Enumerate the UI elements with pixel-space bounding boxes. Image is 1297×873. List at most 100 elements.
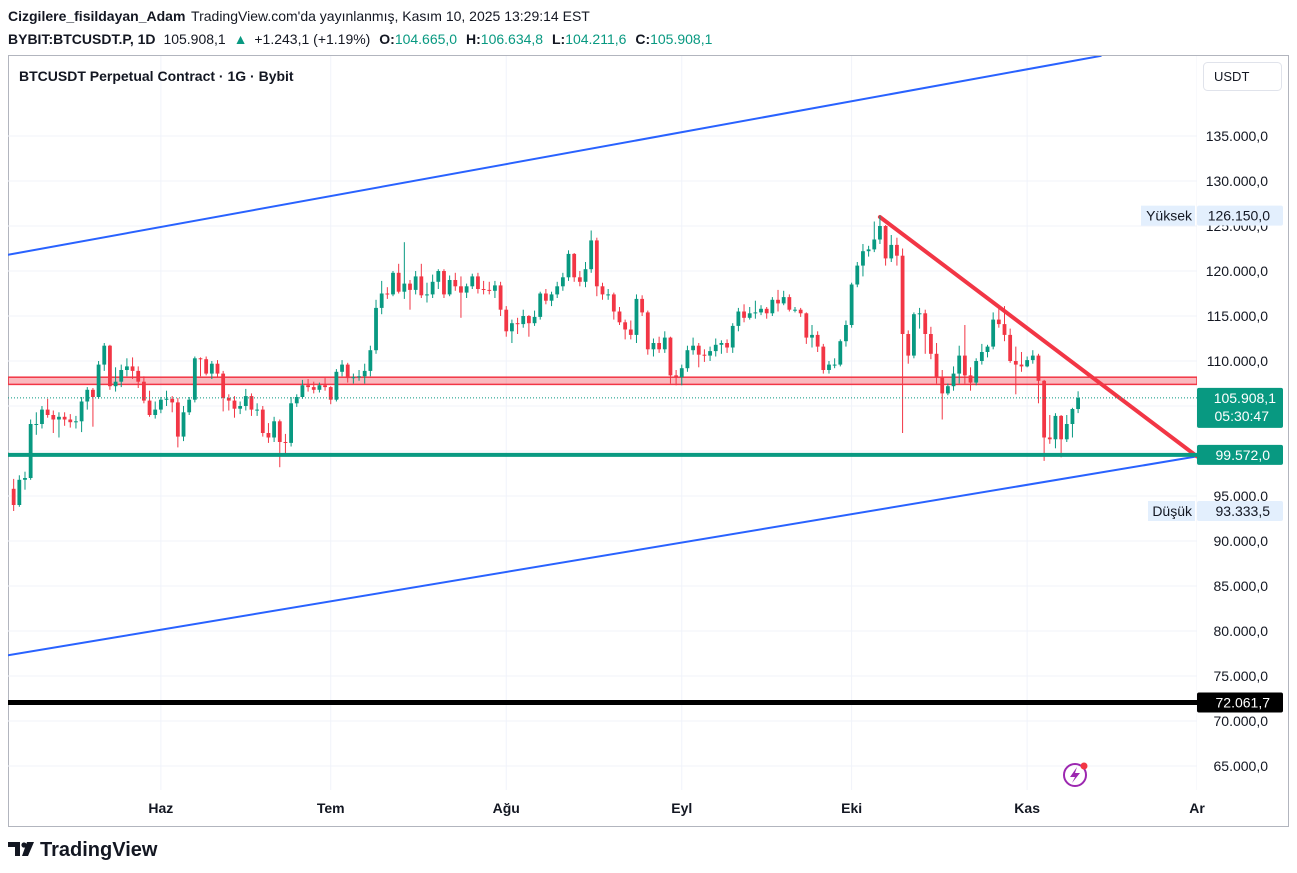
candle-body [136, 370, 141, 382]
candle-body [311, 387, 316, 390]
candle-body [436, 270, 441, 282]
candle-body [1076, 397, 1080, 410]
header-line-2: BYBIT:BTCUSDT.P, 1D 105.908,1 ▲ +1.243,1… [8, 31, 713, 47]
candle-body [130, 366, 135, 371]
x-tick-label: Tem [317, 800, 345, 816]
candle-body [74, 421, 78, 423]
candle-body [696, 345, 701, 355]
price-band [8, 376, 1197, 386]
candle-body [962, 355, 967, 376]
candle-body [317, 385, 322, 390]
candle-body [379, 293, 384, 308]
candle-body [147, 400, 152, 415]
candle-body [385, 293, 390, 295]
candle-body [1002, 324, 1007, 335]
candle-body [277, 421, 282, 442]
candle-body [510, 323, 514, 332]
y-tick-label: 115.000,0 [1207, 308, 1268, 324]
candle-body [674, 375, 679, 378]
candle-body [832, 364, 837, 366]
y-tick-label: 120.000,0 [1206, 263, 1268, 279]
x-tick-label: Eki [841, 800, 862, 816]
candle-body [679, 368, 684, 378]
candle-body [934, 353, 939, 378]
candle-body [1064, 423, 1069, 440]
y-tick-label: 90.000,0 [1214, 533, 1269, 549]
candle-body [945, 386, 950, 394]
candle-body [328, 387, 333, 400]
candle-body [175, 402, 180, 437]
candle-body [526, 315, 531, 324]
candle-body [583, 269, 588, 282]
candle-body [504, 309, 509, 332]
candle-body [91, 389, 95, 397]
candle-body [991, 319, 996, 347]
candle-body [538, 293, 543, 317]
candle-body [408, 283, 412, 290]
candle-body [357, 376, 361, 378]
ohlc-value: 104.211,6 [565, 31, 626, 47]
candle-body [1042, 380, 1047, 438]
candle-body [391, 272, 395, 295]
candle-body [300, 385, 305, 397]
candle-body [62, 416, 67, 420]
candle-body [493, 285, 497, 291]
candle-body [187, 399, 192, 413]
currency[interactable]: USDT [1214, 69, 1249, 84]
candle-body [628, 329, 633, 335]
currency-button[interactable] [1203, 62, 1282, 91]
candle-body [719, 342, 724, 345]
candle-body [532, 316, 537, 324]
candle-body [79, 401, 84, 422]
ohlc-value: 105.908,1 [650, 31, 712, 47]
last-price-label: 105.908,1 [1214, 390, 1276, 406]
candle-body [447, 279, 452, 295]
candle-body [368, 350, 373, 371]
candle-body [685, 350, 690, 369]
candle-body [306, 385, 310, 388]
candle-body [459, 286, 463, 293]
candle-body [68, 419, 73, 423]
alert-icon [1063, 762, 1088, 787]
high-name: Yüksek [1146, 208, 1193, 224]
candle-body [198, 358, 203, 360]
published: TradingView.com'da yayınlanmış, Kasım 10… [191, 8, 590, 24]
candle-body [232, 400, 237, 409]
candle-body [555, 286, 560, 295]
y-tick-label: 70.000,0 [1214, 713, 1269, 729]
header-line-1: Cizgilere_fisildayan_Adam TradingView.co… [8, 8, 590, 24]
candle-body [764, 308, 769, 314]
candle-body [1025, 360, 1030, 367]
candle-body [476, 276, 480, 289]
candle-body [951, 373, 956, 387]
low-name: Düşük [1152, 503, 1193, 519]
candle-body [572, 253, 577, 278]
candle-body [453, 279, 458, 287]
candle-body [164, 398, 169, 400]
candle-body [878, 226, 882, 240]
candle-body [1070, 409, 1075, 424]
candle-body [204, 359, 209, 374]
candle-body [815, 334, 820, 347]
candle-body [464, 286, 469, 293]
y-tick-label: 110.000,0 [1207, 353, 1268, 369]
candle-body [549, 294, 554, 301]
low-label-box [1197, 500, 1283, 521]
candle-body [1036, 355, 1041, 381]
candle-body [23, 477, 27, 480]
candle-body [340, 364, 344, 372]
candle-body [600, 286, 605, 295]
line-label: 72.061,7 [1216, 694, 1271, 710]
line-label: 99.572,0 [1216, 447, 1271, 463]
line-label-box [1197, 692, 1283, 713]
candle-body [215, 363, 220, 374]
x-tick-label: Ağu [493, 800, 520, 816]
trendline [877, 215, 1197, 459]
candle-body [255, 409, 260, 411]
ohlc-label: L: [552, 31, 565, 47]
candle-body [912, 314, 916, 356]
candle-body [759, 308, 763, 313]
candle-body [810, 334, 814, 338]
candle-body [396, 272, 401, 292]
